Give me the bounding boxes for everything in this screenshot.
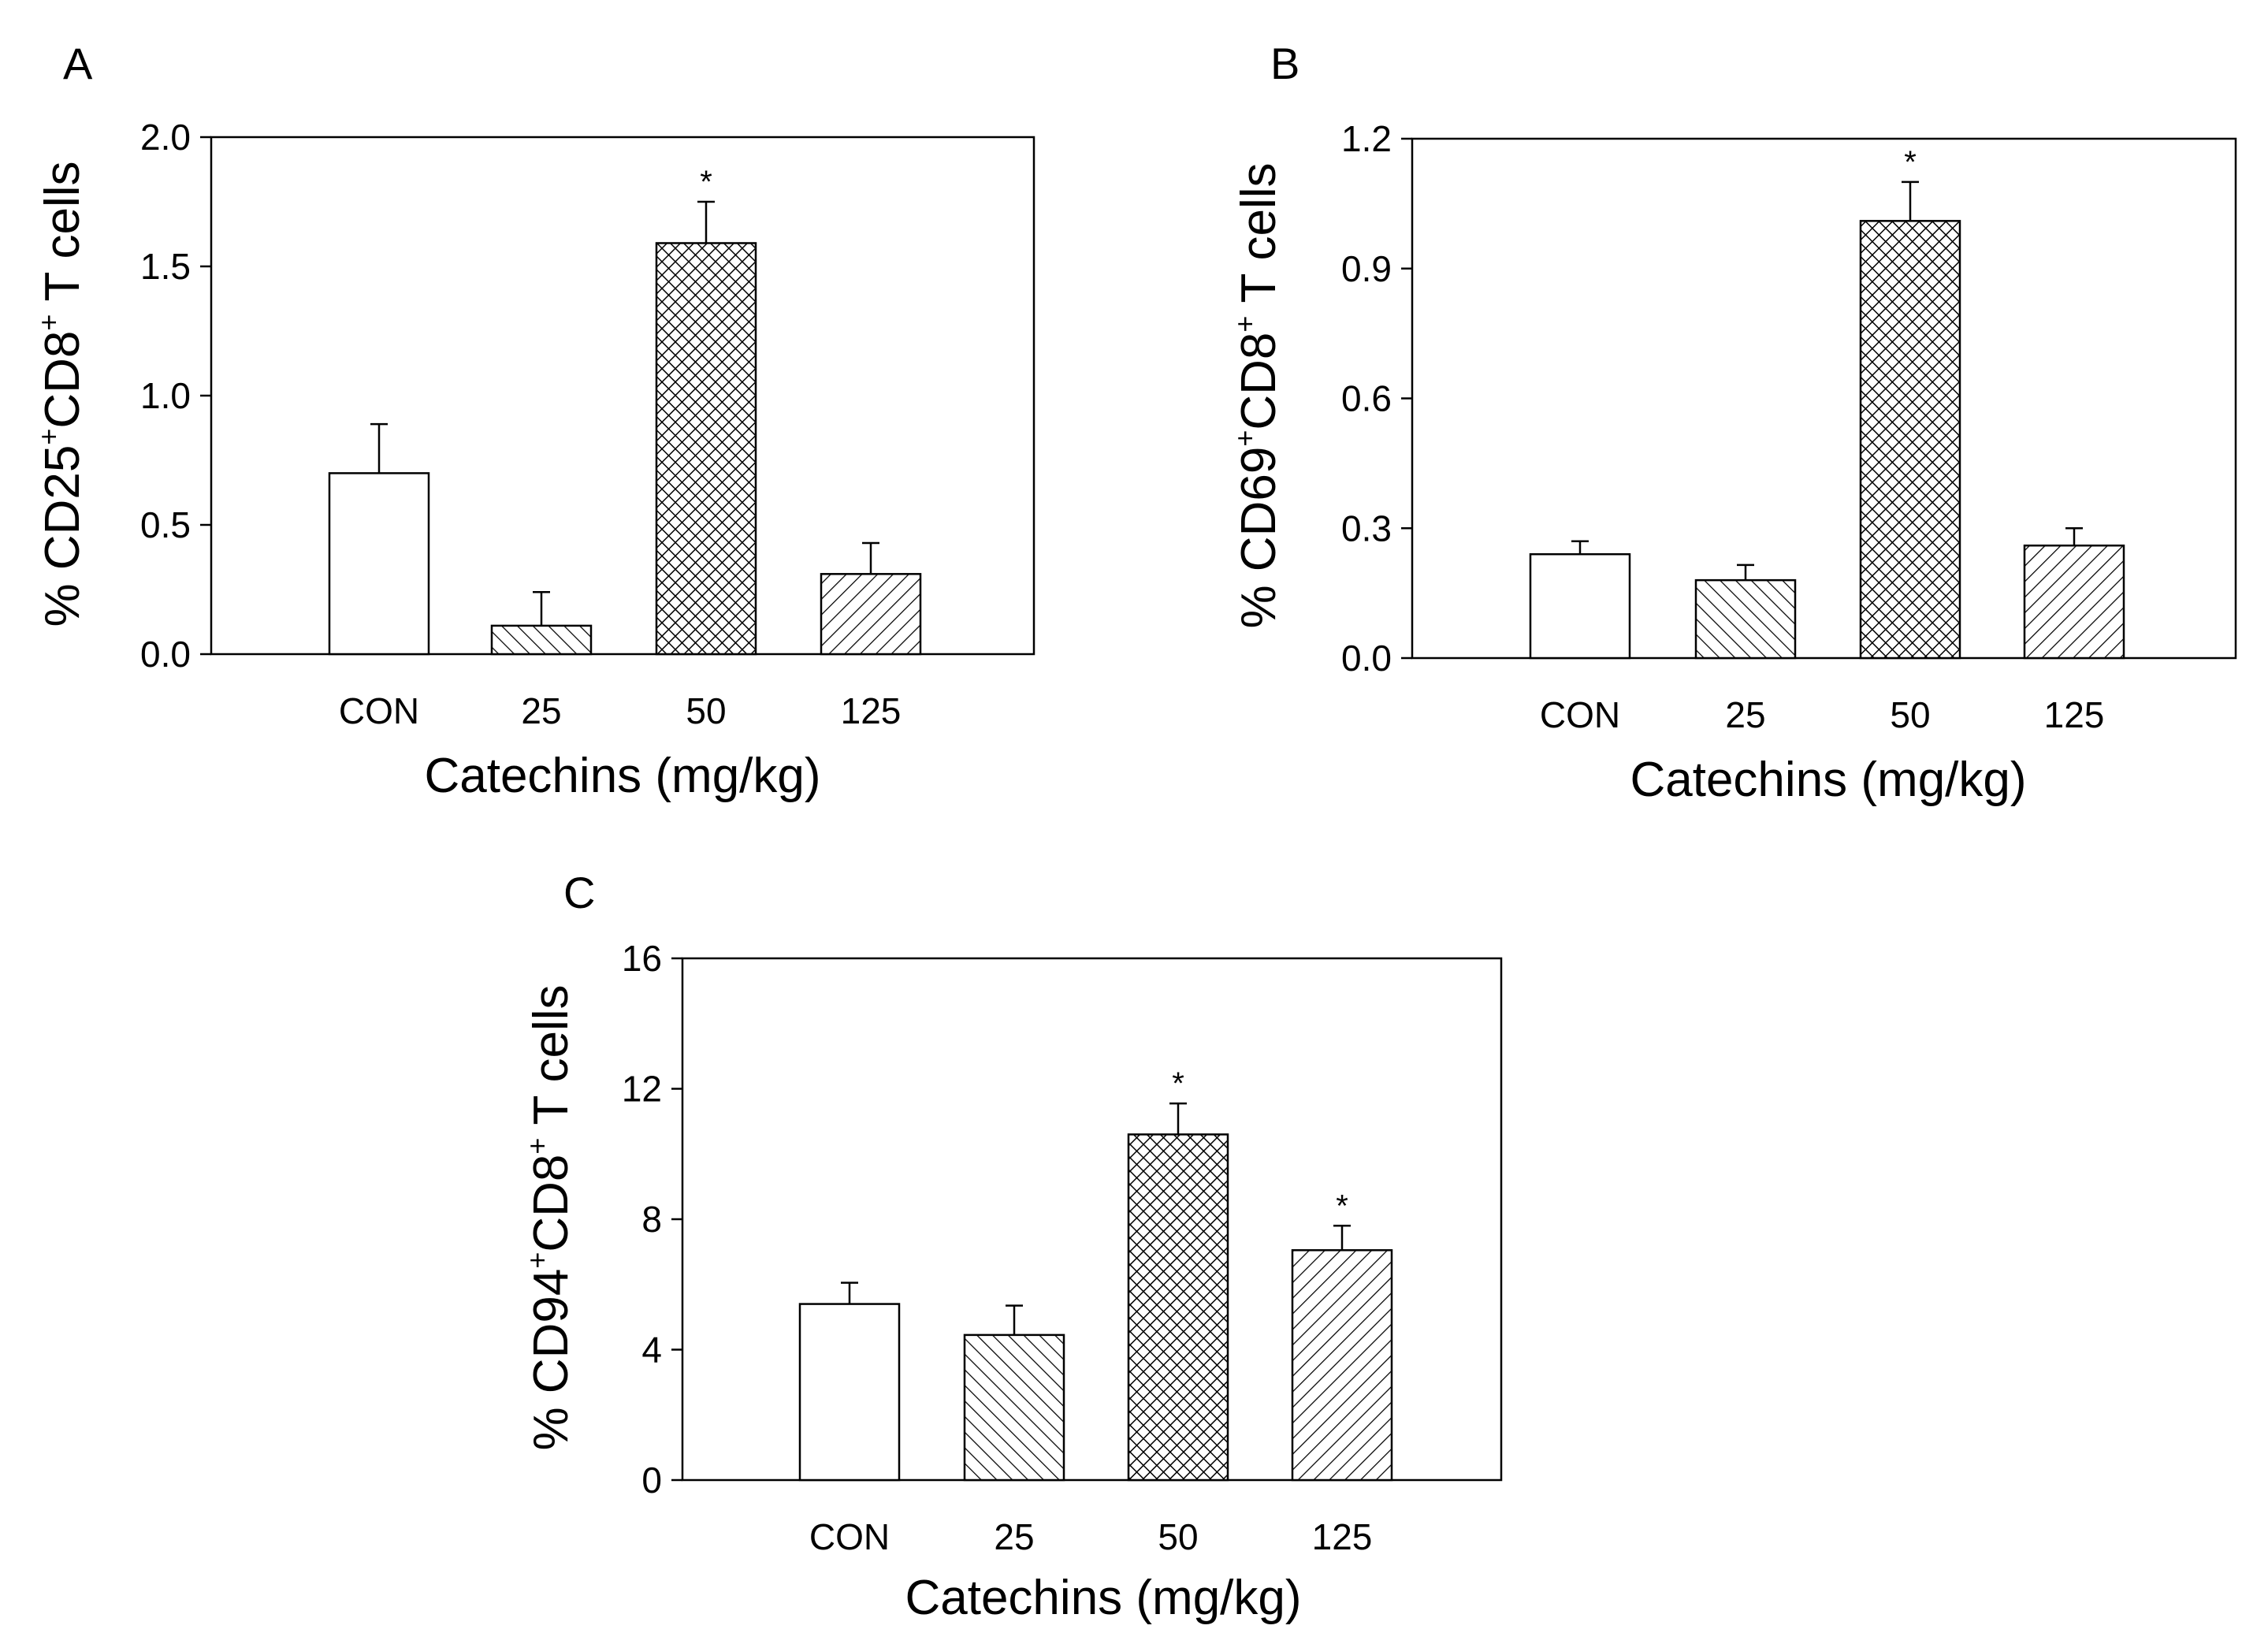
x-tick-label: 125 [1312, 1516, 1373, 1557]
x-tick-label: CON [339, 690, 419, 731]
y-tick-label: 0 [641, 1460, 662, 1501]
bar-25 [963, 1333, 1065, 1482]
y-axis-title: % CD25+CD8+ T cells [32, 161, 90, 627]
y-tick-label: 16 [622, 938, 662, 979]
bar-50 [655, 242, 757, 656]
x-tick-label: 125 [2044, 694, 2105, 735]
bar-25 [1694, 578, 1797, 660]
y-tick-label: 2.0 [140, 117, 191, 158]
x-tick-label: 50 [1158, 1516, 1198, 1557]
y-tick-label: 1.5 [140, 246, 191, 287]
x-tick-label: CON [1540, 694, 1620, 735]
panel-label: C [563, 868, 595, 917]
y-axis-title: % CD94+CD8+ T cells [521, 984, 578, 1450]
y-tick-label: 8 [641, 1199, 662, 1240]
significance-marker: * [1336, 1188, 1348, 1223]
panel-b: B % CD69+CD8+ T cells Catechins (mg/kg) … [1229, 39, 2237, 807]
bar-125 [2023, 544, 2125, 660]
bar-25 [490, 624, 593, 656]
x-tick-label: 25 [994, 1516, 1034, 1557]
y-tick-label: 0.6 [1341, 378, 1392, 419]
bar-125 [1291, 1249, 1393, 1482]
bar-CON [798, 1303, 901, 1482]
bar-125 [820, 573, 922, 656]
x-tick-label: 125 [841, 690, 902, 731]
y-tick-label: 12 [622, 1069, 662, 1110]
y-tick-label: 4 [641, 1330, 662, 1371]
y-tick-label: 1.2 [1341, 118, 1392, 159]
x-tick-label: 50 [1890, 694, 1930, 735]
y-tick-label: 0.0 [1341, 638, 1392, 679]
bar-50 [1127, 1133, 1229, 1482]
panel-a: A % CD25+CD8+ T cells Catechins (mg/kg) … [32, 39, 1035, 803]
y-axis-title: % CD69+CD8+ T cells [1229, 162, 1286, 628]
x-axis-title: Catechins (mg/kg) [905, 1571, 1301, 1625]
panel-label: B [1270, 39, 1299, 88]
bar-50 [1859, 220, 1961, 660]
bar-CON [328, 472, 430, 656]
x-tick-label: 50 [686, 690, 726, 731]
y-tick-label: 1.0 [140, 375, 191, 416]
significance-marker: * [1172, 1066, 1184, 1101]
y-tick-label: 0.3 [1341, 508, 1392, 549]
significance-marker: * [700, 165, 712, 199]
x-axis-title: Catechins (mg/kg) [1630, 753, 2026, 807]
x-tick-label: 25 [521, 690, 561, 731]
panel-label: A [63, 39, 93, 88]
significance-marker: * [1904, 145, 1917, 180]
bar-CON [1529, 552, 1631, 660]
x-tick-label: CON [809, 1516, 890, 1557]
panel-c: C % CD94+CD8+ T cells Catechins (mg/kg) … [521, 868, 1503, 1625]
y-tick-label: 0.5 [140, 504, 191, 545]
y-tick-label: 0.9 [1341, 248, 1392, 289]
y-tick-label: 0.0 [140, 634, 191, 675]
x-tick-label: 25 [1725, 694, 1765, 735]
x-axis-title: Catechins (mg/kg) [424, 749, 820, 803]
